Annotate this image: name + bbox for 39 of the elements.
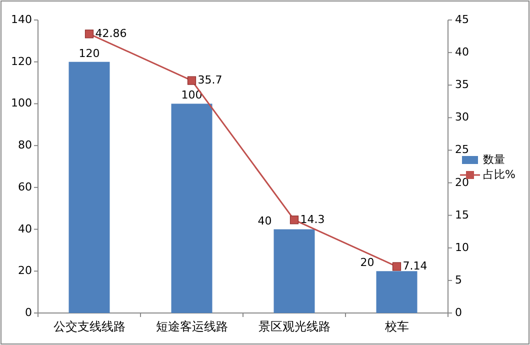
point (84, 30, 94, 38)
bar (171, 104, 212, 313)
bar (68, 62, 110, 313)
legend-label: 占比% (483, 168, 516, 182)
data-label: 35.7 (198, 74, 222, 87)
y-tick-label: 0 (25, 306, 32, 320)
point (392, 262, 402, 271)
y-tick-label: 60 (18, 180, 32, 194)
y2-tick-label: 20 (455, 176, 469, 189)
y-tick-label: 120 (11, 54, 32, 68)
y2-tick-label: 5 (455, 273, 462, 286)
x-tick-label: 公交支线线路 (53, 319, 126, 334)
legend-label: 数量 (483, 153, 505, 166)
y2-tick-label: 0 (455, 306, 462, 320)
y2-tick-label: 15 (455, 208, 469, 222)
y-tick-label: 40 (18, 222, 32, 236)
x-tick-label: 校车 (384, 319, 409, 334)
y-tick-label: 140 (11, 13, 32, 26)
y-tick-label: 80 (18, 138, 32, 152)
x-tick-label: 景区观光线路 (258, 319, 330, 334)
y-tick-label: 100 (11, 96, 32, 110)
y-tick-label: 20 (18, 264, 32, 278)
data-label: 40 (258, 214, 272, 228)
y2-tick-label: 25 (455, 143, 469, 156)
bar (376, 271, 418, 313)
bar (274, 229, 315, 313)
y2-tick-label: 40 (455, 46, 469, 59)
y2-tick-label: 45 (455, 13, 469, 26)
y2-tick-label: 10 (455, 240, 469, 254)
point (290, 216, 299, 224)
data-label: 7.14 (402, 260, 428, 273)
x-tick-label: 短途客运线路 (156, 319, 228, 334)
data-label: 20 (360, 256, 374, 270)
point (187, 76, 196, 85)
data-label: 14.3 (300, 212, 325, 226)
y2-tick-label: 35 (455, 78, 469, 92)
y2-tick-label: 30 (455, 110, 469, 124)
data-label: 120 (78, 46, 100, 60)
data-label: 42.86 (95, 26, 127, 40)
